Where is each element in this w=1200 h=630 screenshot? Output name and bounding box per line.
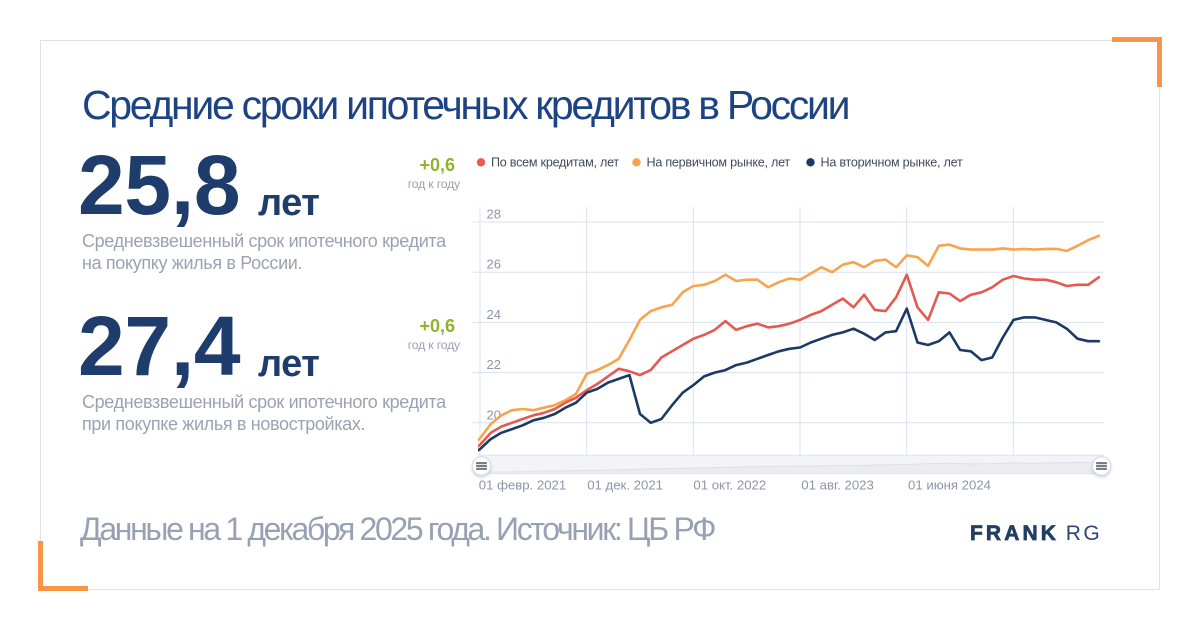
svg-text:По всем кредитам, лет: По всем кредитам, лет: [491, 156, 619, 170]
svg-text:01 окт. 2022: 01 окт. 2022: [693, 478, 766, 493]
svg-text:01 авг. 2023: 01 авг. 2023: [801, 478, 874, 493]
svg-text:26: 26: [487, 257, 501, 272]
svg-text:На вторичном рынке, лет: На вторичном рынке, лет: [821, 156, 963, 170]
svg-text:01 июня 2024: 01 июня 2024: [908, 478, 991, 493]
svg-text:01 февр. 2021: 01 февр. 2021: [479, 478, 567, 493]
svg-text:22: 22: [487, 357, 501, 372]
svg-text:На первичном рынке, лет: На первичном рынке, лет: [647, 156, 791, 170]
svg-text:24: 24: [487, 307, 501, 322]
svg-text:01 дек. 2021: 01 дек. 2021: [587, 478, 663, 493]
svg-text:28: 28: [487, 207, 501, 222]
